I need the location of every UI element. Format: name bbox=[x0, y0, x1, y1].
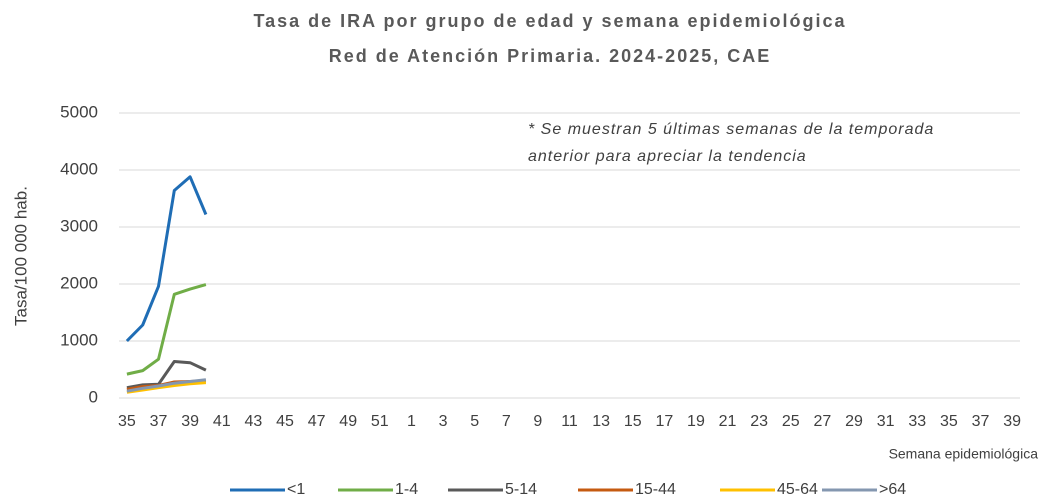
x-tick-label: 43 bbox=[244, 413, 262, 430]
x-tick-label: 37 bbox=[972, 413, 990, 430]
x-tick-label: 19 bbox=[687, 413, 705, 430]
legend-label: <1 bbox=[287, 481, 305, 498]
series-line bbox=[126, 378, 207, 393]
y-tick-label: 4000 bbox=[60, 159, 98, 178]
y-tick-label: 1000 bbox=[60, 330, 98, 349]
x-tick-label: 31 bbox=[877, 413, 895, 430]
x-tick-label: 25 bbox=[782, 413, 800, 430]
x-tick-label: 51 bbox=[371, 413, 389, 430]
legend-label: 15-44 bbox=[635, 481, 676, 498]
annotation: anterior para apreciar la tendencia bbox=[528, 148, 807, 165]
x-tick-label: 47 bbox=[308, 413, 326, 430]
legend-label: 45-64 bbox=[777, 481, 818, 498]
legend-label: 1-4 bbox=[395, 481, 418, 498]
legend-label: >64 bbox=[879, 481, 906, 498]
x-tick-label: 37 bbox=[150, 413, 168, 430]
x-tick-label: 39 bbox=[1003, 413, 1021, 430]
x-axis-label: Semana epidemiológica bbox=[889, 446, 1039, 462]
chart-title: Tasa de IRA por grupo de edad y semana e… bbox=[253, 11, 846, 31]
x-tick-label: 3 bbox=[439, 413, 448, 430]
x-tick-label: 35 bbox=[118, 413, 136, 430]
y-tick-label: 3000 bbox=[60, 216, 98, 235]
x-tick-label: 17 bbox=[655, 413, 673, 430]
x-tick-label: 7 bbox=[502, 413, 511, 430]
x-tick-label: 15 bbox=[624, 413, 642, 430]
x-tick-label: 11 bbox=[561, 413, 578, 430]
x-tick-label: 45 bbox=[276, 413, 294, 430]
series-line bbox=[126, 360, 207, 390]
annotation: * Se muestran 5 últimas semanas de la te… bbox=[528, 121, 934, 138]
x-tick-label: 33 bbox=[908, 413, 926, 430]
x-tick-label: 41 bbox=[213, 413, 231, 430]
y-tick-label: 2000 bbox=[60, 273, 98, 292]
x-tick-label: 39 bbox=[181, 413, 199, 430]
legend-label: 5-14 bbox=[505, 481, 537, 498]
x-tick-label: 27 bbox=[814, 413, 832, 430]
series-line bbox=[125, 175, 208, 343]
x-tick-label: 5 bbox=[470, 413, 479, 430]
x-tick-label: 13 bbox=[592, 413, 610, 430]
x-tick-label: 29 bbox=[845, 413, 863, 430]
x-tick-label: 35 bbox=[940, 413, 958, 430]
x-tick-label: 1 bbox=[407, 413, 416, 430]
y-tick-label: 5000 bbox=[60, 102, 98, 121]
y-axis-label: Tasa/100 000 hab. bbox=[11, 186, 30, 326]
x-tick-label: 23 bbox=[750, 413, 768, 430]
x-tick-label: 49 bbox=[339, 413, 357, 430]
x-tick-label: 9 bbox=[533, 413, 542, 430]
series-line bbox=[126, 283, 207, 376]
y-tick-label: 0 bbox=[89, 387, 98, 406]
chart-subtitle: Red de Atención Primaria. 2024-2025, CAE bbox=[329, 46, 771, 66]
series-line bbox=[126, 381, 207, 394]
x-tick-label: 21 bbox=[719, 413, 737, 430]
